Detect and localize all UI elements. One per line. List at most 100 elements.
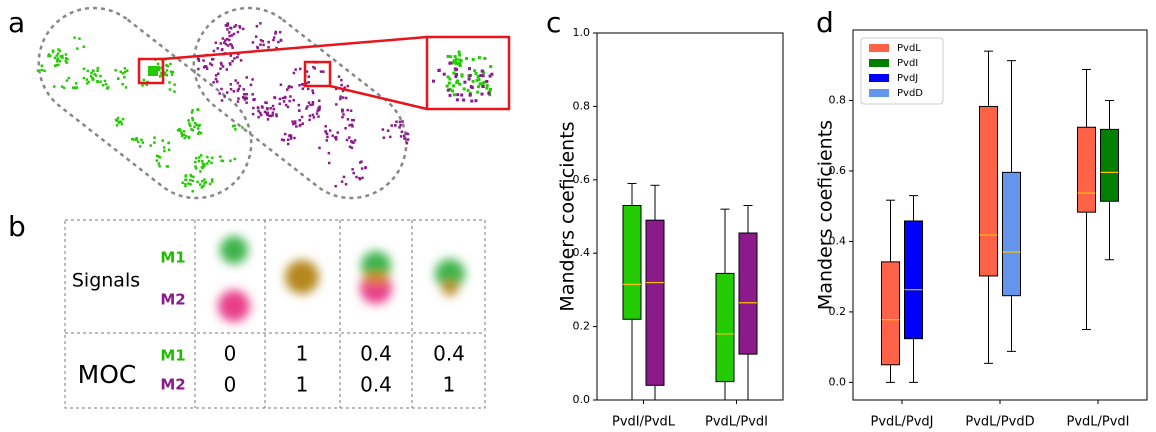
speckle bbox=[445, 84, 449, 88]
speckle bbox=[480, 92, 484, 96]
speckle bbox=[96, 69, 99, 73]
speckle bbox=[204, 180, 208, 184]
speckle bbox=[82, 76, 86, 80]
speckle bbox=[180, 131, 183, 135]
speckle bbox=[395, 120, 398, 123]
speckle bbox=[120, 122, 124, 126]
speckle bbox=[191, 179, 195, 183]
speckle bbox=[261, 106, 264, 109]
speckle bbox=[236, 89, 240, 93]
speckle bbox=[292, 122, 295, 126]
speckle bbox=[289, 137, 293, 140]
speckle bbox=[157, 162, 161, 165]
speckle bbox=[364, 166, 367, 170]
box bbox=[979, 105, 998, 277]
speckle bbox=[233, 157, 237, 161]
speckle bbox=[344, 126, 347, 130]
speckle bbox=[259, 113, 263, 117]
speckle bbox=[245, 76, 248, 79]
speckle bbox=[232, 90, 236, 93]
speckle bbox=[317, 115, 320, 118]
speckle bbox=[279, 83, 283, 86]
speckle bbox=[90, 71, 93, 75]
speckle bbox=[224, 24, 228, 27]
speckle bbox=[56, 52, 60, 55]
speckle bbox=[229, 26, 232, 30]
speckle bbox=[214, 77, 218, 81]
speckle bbox=[358, 177, 362, 181]
y-tick-label: 0.4 bbox=[829, 234, 847, 247]
speckle bbox=[346, 84, 350, 88]
speckle bbox=[72, 86, 76, 90]
speckle bbox=[55, 63, 58, 67]
speckle bbox=[335, 138, 338, 141]
speckle bbox=[115, 124, 119, 127]
x-tick-label: PvdL/PvdD bbox=[965, 415, 1034, 430]
speckle bbox=[242, 96, 246, 100]
speckle bbox=[210, 178, 214, 181]
speckle bbox=[348, 145, 352, 149]
speckle bbox=[89, 74, 93, 78]
speckle bbox=[470, 86, 474, 90]
speckle bbox=[290, 85, 293, 89]
speckle bbox=[209, 62, 212, 65]
speckle bbox=[259, 43, 262, 46]
moc-value: 0 bbox=[224, 373, 237, 397]
speckle bbox=[483, 56, 487, 60]
speckle bbox=[287, 86, 290, 89]
speckle bbox=[325, 139, 328, 142]
speckle bbox=[173, 83, 176, 86]
speckle bbox=[346, 108, 349, 112]
speckle bbox=[78, 37, 81, 40]
speckle bbox=[275, 46, 278, 50]
speckle bbox=[229, 54, 233, 57]
speckle bbox=[278, 97, 282, 101]
speckle bbox=[301, 87, 305, 90]
speckle bbox=[342, 113, 345, 116]
y-tick-label: 0.6 bbox=[829, 164, 847, 177]
speckle bbox=[162, 146, 166, 149]
speckle bbox=[86, 69, 90, 73]
speckle bbox=[289, 95, 292, 98]
speckle bbox=[317, 108, 321, 112]
speckle bbox=[219, 67, 222, 70]
speckle bbox=[345, 138, 349, 142]
speckle bbox=[183, 136, 186, 140]
speckle bbox=[267, 46, 270, 49]
speckle bbox=[325, 132, 329, 136]
speckle bbox=[324, 125, 327, 128]
speckle bbox=[394, 124, 397, 127]
speckle bbox=[210, 63, 214, 67]
speckle bbox=[99, 80, 102, 84]
speckle bbox=[236, 30, 240, 34]
speckle bbox=[163, 149, 166, 153]
speckle bbox=[199, 170, 202, 173]
speckle bbox=[198, 183, 202, 186]
y-tick-label: 0.2 bbox=[829, 305, 847, 318]
speckle bbox=[197, 59, 201, 62]
speckle bbox=[178, 128, 181, 131]
speckle bbox=[468, 93, 472, 97]
speckle bbox=[283, 132, 287, 136]
speckle bbox=[149, 144, 152, 147]
speckle bbox=[490, 72, 494, 76]
legend-swatch bbox=[869, 44, 889, 52]
speckle bbox=[199, 131, 203, 135]
speckle bbox=[334, 184, 337, 188]
speckle bbox=[91, 69, 95, 72]
speckle bbox=[273, 96, 277, 100]
speckle bbox=[179, 129, 182, 133]
speckle bbox=[238, 84, 242, 88]
speckle bbox=[157, 66, 161, 69]
speckle bbox=[449, 61, 453, 65]
speckle bbox=[229, 159, 232, 162]
speckle bbox=[481, 85, 485, 89]
speckle bbox=[116, 116, 120, 120]
speckle bbox=[202, 184, 205, 188]
speckle bbox=[139, 145, 142, 148]
speckle bbox=[274, 32, 277, 35]
speckle bbox=[123, 76, 126, 79]
legend-swatch bbox=[869, 89, 889, 97]
speckle bbox=[255, 24, 259, 28]
speckle bbox=[168, 88, 172, 91]
